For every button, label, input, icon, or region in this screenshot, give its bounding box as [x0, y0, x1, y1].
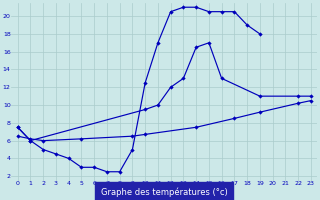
- X-axis label: Graphe des températures (°c): Graphe des températures (°c): [101, 188, 228, 197]
